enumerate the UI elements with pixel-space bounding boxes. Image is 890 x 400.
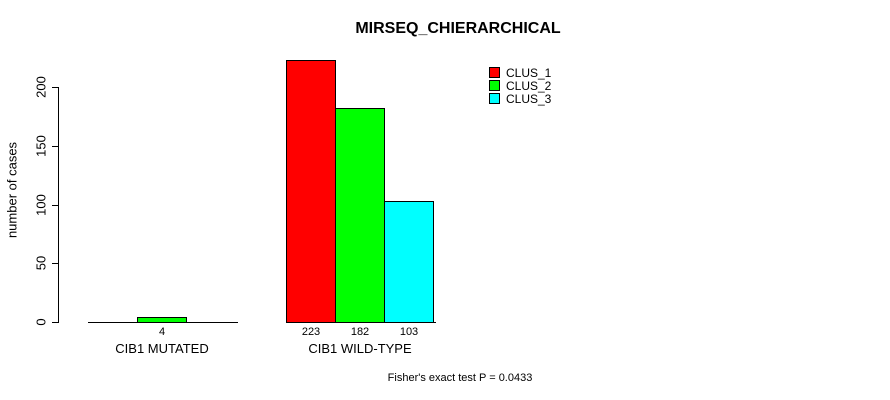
annotation-text: Fisher's exact test P = 0.0433 <box>387 372 533 384</box>
legend-item-label: CLUS_3 <box>506 91 552 106</box>
bar-clus_2 <box>137 317 187 323</box>
y-tick-label: 100 <box>33 194 49 216</box>
legend-color-swatch <box>489 80 500 91</box>
y-tick-label: 50 <box>33 255 49 271</box>
y-tick-label: 0 <box>33 318 49 326</box>
bar-value-label: 182 <box>350 326 370 338</box>
y-axis-tick <box>52 205 58 206</box>
category-label: CIB1 WILD-TYPE <box>308 341 412 356</box>
bar-clus_2 <box>335 108 385 323</box>
bar-clus_1 <box>286 60 336 323</box>
y-axis-tick <box>52 146 58 147</box>
legend-color-swatch <box>489 67 500 78</box>
y-axis-tick <box>52 322 58 323</box>
bar-clus_3 <box>384 201 434 323</box>
legend-item: CLUS_1 <box>489 65 552 80</box>
bar-value-label: 223 <box>301 326 321 338</box>
y-axis-tick <box>52 87 58 88</box>
legend-item: CLUS_3 <box>489 91 552 106</box>
legend-color-swatch <box>489 93 500 104</box>
chart-title: MIRSEQ_CHIERARCHICAL <box>355 20 561 37</box>
y-axis-tick <box>52 263 58 264</box>
bar-value-label: 103 <box>399 326 419 338</box>
legend-item-label: CLUS_2 <box>506 78 552 93</box>
y-tick-label: 200 <box>33 76 49 98</box>
legend-item: CLUS_2 <box>489 78 552 93</box>
legend-item-label: CLUS_1 <box>506 65 552 80</box>
y-tick-label: 150 <box>33 135 49 157</box>
y-axis-line <box>58 87 59 323</box>
bar-value-label: 4 <box>158 326 166 338</box>
legend: CLUS_1 CLUS_2 CLUS_3 <box>489 65 552 106</box>
category-label: CIB1 MUTATED <box>115 341 209 356</box>
